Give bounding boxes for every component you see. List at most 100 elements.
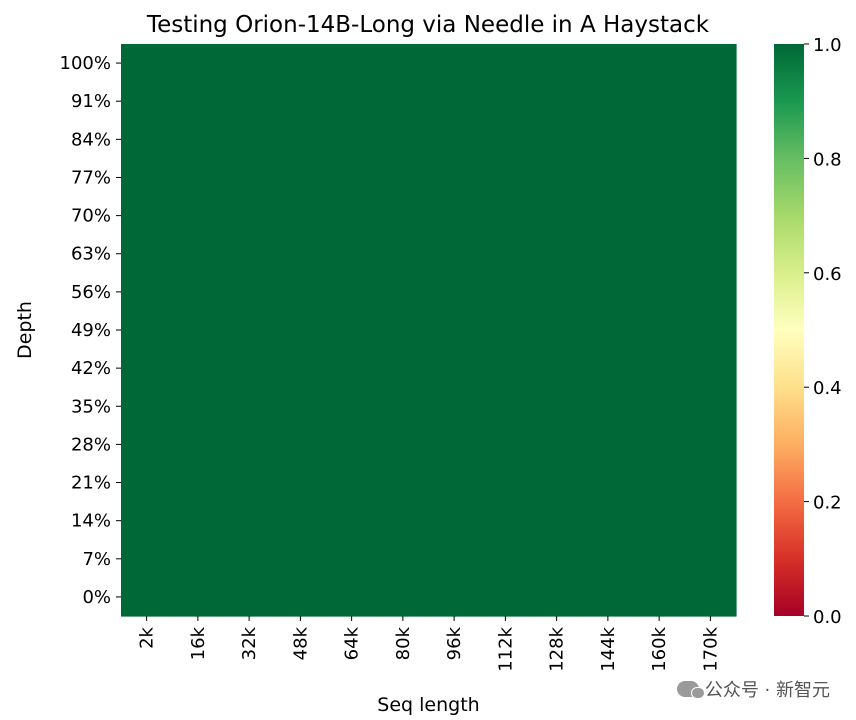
x-tick-label: 64k <box>342 626 363 660</box>
heatmap-cell <box>633 349 686 388</box>
heatmap-cell <box>428 120 481 159</box>
heatmap-cell <box>428 82 481 121</box>
heatmap-cell <box>684 158 737 198</box>
heatmap-cell <box>531 234 583 274</box>
heatmap-cell <box>172 120 225 159</box>
heatmap-cell <box>223 82 276 121</box>
y-axis-label: Depth <box>14 301 36 359</box>
heatmap-cell <box>121 425 173 465</box>
heatmap-cell <box>121 158 173 198</box>
y-tick-label: 70% <box>71 206 111 227</box>
heatmap-cell <box>479 272 532 312</box>
heatmap-cell <box>582 120 635 159</box>
heatmap-cell <box>121 310 173 350</box>
heatmap-cell <box>684 234 737 274</box>
heatmap-cell <box>531 577 583 617</box>
heatmap-cell <box>274 234 327 274</box>
heatmap-cell <box>377 120 430 159</box>
y-tick-label: 77% <box>71 167 111 188</box>
heatmap-cell <box>684 272 737 312</box>
heatmap-cell <box>633 463 686 503</box>
heatmap-cell <box>274 577 327 617</box>
x-tick-label: 144k <box>598 626 619 671</box>
heatmap-cell <box>121 349 173 388</box>
heatmap-cell <box>582 425 635 465</box>
heatmap-cell <box>223 120 276 159</box>
heatmap-cell <box>479 349 532 388</box>
heatmap-cell <box>633 310 686 350</box>
heatmap-cell <box>274 539 327 579</box>
colorbar <box>774 44 804 616</box>
heatmap-cell <box>326 196 378 236</box>
heatmap-cell <box>377 196 430 236</box>
heatmap-cell <box>274 120 327 159</box>
heatmap-cell <box>684 120 737 159</box>
heatmap-cell <box>377 387 430 426</box>
heatmap-cell <box>121 272 173 312</box>
heatmap-cell <box>172 501 225 541</box>
heatmap-cell <box>274 425 327 465</box>
heatmap-cell <box>274 196 327 236</box>
heatmap-cell <box>479 463 532 503</box>
wechat-icon <box>676 681 705 699</box>
heatmap-cell <box>121 577 173 617</box>
x-tick-label: 48k <box>290 626 311 660</box>
heatmap-cell <box>326 158 378 198</box>
y-tick-label: 14% <box>71 511 111 532</box>
heatmap-cell <box>428 387 481 426</box>
heatmap-cell <box>428 349 481 388</box>
heatmap-cell <box>684 82 737 121</box>
heatmap-cell <box>377 349 430 388</box>
heatmap-cell <box>582 82 635 121</box>
x-axis-label: Seq length <box>377 694 479 716</box>
y-tick-label: 63% <box>71 244 111 265</box>
heatmap-cell <box>428 44 481 83</box>
heatmap-cell <box>531 82 583 121</box>
heatmap-cell <box>172 310 225 350</box>
heatmap-cell <box>121 120 173 159</box>
heatmap-cell <box>582 387 635 426</box>
heatmap-cell <box>633 196 686 236</box>
heatmap-cell <box>531 387 583 426</box>
heatmap-cell <box>582 577 635 617</box>
heatmap-cell <box>582 272 635 312</box>
heatmap-cell <box>428 158 481 198</box>
heatmap-cell <box>274 44 327 83</box>
heatmap-cell <box>223 387 276 426</box>
y-tick-label: 84% <box>71 129 111 150</box>
heatmap-cell <box>121 463 173 503</box>
heatmap-cell <box>326 425 378 465</box>
heatmap-cell <box>684 501 737 541</box>
heatmap-cell <box>223 158 276 198</box>
heatmap-cell <box>326 577 378 617</box>
heatmap-cell <box>633 234 686 274</box>
x-tick-label: 16k <box>188 626 209 660</box>
heatmap-cell <box>428 425 481 465</box>
heatmap-cell <box>479 425 532 465</box>
heatmap-cell <box>172 158 225 198</box>
heatmap-cell <box>684 44 737 83</box>
x-tick-label: 2k <box>137 626 158 648</box>
x-tick-label: 170k <box>700 626 721 671</box>
heatmap-cell <box>582 196 635 236</box>
heatmap-cell <box>582 158 635 198</box>
heatmap-cell <box>223 501 276 541</box>
heatmap-cell <box>223 577 276 617</box>
heatmap-cell <box>326 463 378 503</box>
heatmap-cell <box>172 539 225 579</box>
heatmap-cell <box>223 234 276 274</box>
y-tick-label: 28% <box>71 434 111 455</box>
heatmap-cell <box>531 539 583 579</box>
heatmap-cell <box>121 501 173 541</box>
heatmap-cell <box>274 349 327 388</box>
heatmap-cell <box>274 501 327 541</box>
heatmap-cell <box>121 82 173 121</box>
heatmap-cell <box>633 425 686 465</box>
heatmap-cell <box>582 463 635 503</box>
heatmap-cell <box>326 539 378 579</box>
watermark-text: 公众号 · 新智元 <box>704 680 830 701</box>
heatmap-cell <box>274 310 327 350</box>
y-axis-ticks: 100% 91% 84% 77% 70% 63% 56% 49% 42% 35% 28% 21% 14%… <box>60 53 121 608</box>
heatmap-cell <box>479 158 532 198</box>
heatmap-cell <box>479 577 532 617</box>
